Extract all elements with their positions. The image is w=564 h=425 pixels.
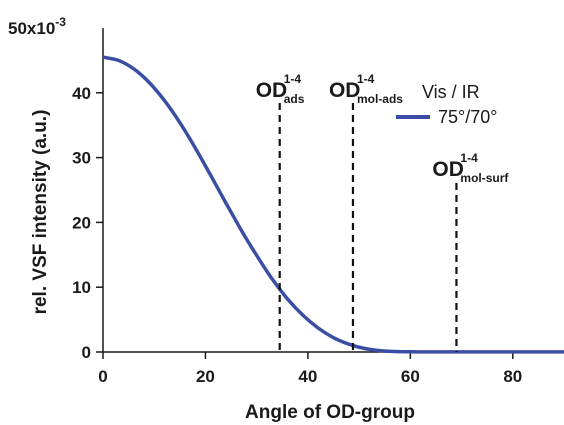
legend: Vis / IR 75°/70° <box>396 82 497 127</box>
y-tick-label: 20 <box>72 213 91 232</box>
x-ticks: 0 20 40 60 80 <box>98 352 522 386</box>
x-tick-label: 80 <box>503 367 522 386</box>
marker-label-text: OD <box>256 79 288 102</box>
y-tick-label: 10 <box>72 278 91 297</box>
marker-label-sup: 1-4 <box>284 72 302 86</box>
marker-label: OD1-4 ads <box>256 72 305 106</box>
marker-label-text: OD <box>432 158 464 181</box>
marker-label: OD1-4 mol-ads <box>329 72 403 106</box>
marker-label-text: OD <box>329 79 361 102</box>
legend-entry-label: 75°/70° <box>438 107 497 127</box>
marker-label-sub: ads <box>284 92 305 106</box>
series-group <box>102 55 564 354</box>
y-tick-label: 40 <box>72 84 91 103</box>
y-scale-exponent: -3 <box>55 15 66 29</box>
x-tick-label: 0 <box>98 367 107 386</box>
legend-title: Vis / IR <box>422 82 480 102</box>
x-tick-label: 20 <box>196 367 215 386</box>
y-scale-label: 50x10-3 <box>8 15 66 38</box>
y-tick-label: 0 <box>82 343 91 362</box>
y-ticks: 0 10 20 30 40 <box>72 84 103 362</box>
y-tick-label: 30 <box>72 149 91 168</box>
x-tick-label: 60 <box>401 367 420 386</box>
y-axis-label: rel. VSF intensity (a.u.) <box>30 110 51 315</box>
series-line-0 <box>102 55 564 354</box>
marker-label-sub: mol-surf <box>460 171 509 185</box>
x-tick-label: 40 <box>298 367 317 386</box>
marker-label-sup: 1-4 <box>357 72 375 86</box>
x-axis-label: Angle of OD-group <box>245 402 415 423</box>
marker-label-sub: mol-ads <box>357 92 403 106</box>
marker-label-sup: 1-4 <box>460 151 478 165</box>
marker-label: OD1-4 mol-surf <box>432 151 509 185</box>
